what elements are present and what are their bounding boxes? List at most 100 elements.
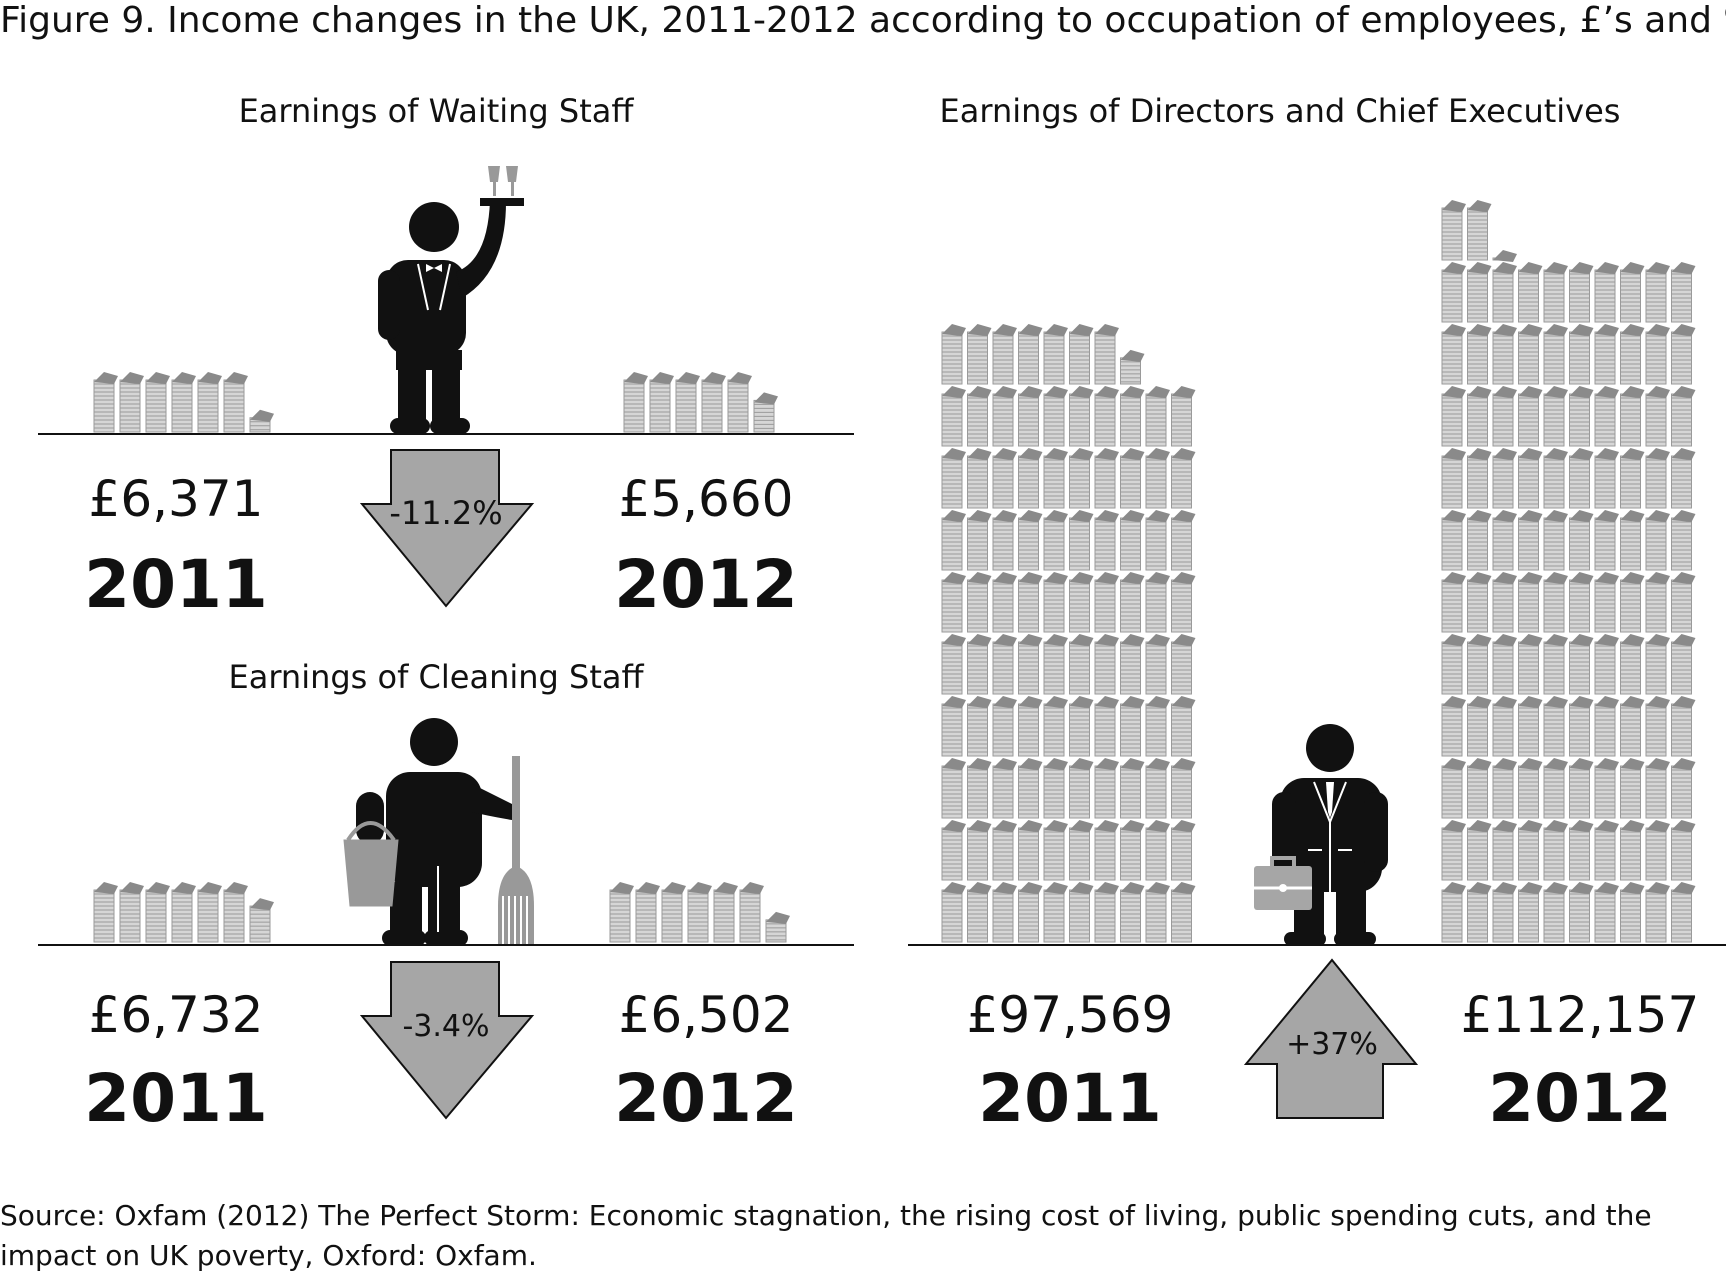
banknote-stack-icon	[1094, 324, 1119, 385]
banknote-stack-icon	[967, 758, 992, 819]
banknote-stack-icon	[1569, 386, 1594, 447]
banknote-stack-icon	[967, 820, 992, 881]
banknote-stack-icon	[197, 882, 222, 943]
banknote-stack-icon	[1467, 262, 1492, 323]
banknote-stack-icon	[1645, 510, 1670, 571]
banknote-stack-icon	[941, 634, 966, 695]
banknote-stack-icon	[1043, 696, 1068, 757]
banknote-stack-icon	[649, 372, 674, 433]
banknote-stack-icon	[1569, 448, 1594, 509]
banknote-stack-icon	[1094, 882, 1119, 943]
banknote-stack-icon	[1018, 324, 1043, 385]
banknote-stack-icon	[675, 372, 700, 433]
banknote-stack-icon	[1069, 386, 1094, 447]
banknote-stack-icon	[1569, 758, 1594, 819]
banknote-stack-icon	[1518, 882, 1543, 943]
banknote-stack-icon	[1492, 510, 1517, 571]
banknote-stack-icon	[1018, 634, 1043, 695]
banknote-stack-icon	[1069, 882, 1094, 943]
banknote-stack-icon	[1043, 634, 1068, 695]
banknote-stack-icon	[941, 324, 966, 385]
banknote-stack-icon	[1043, 510, 1068, 571]
banknote-stack-icon	[1645, 882, 1670, 943]
banknote-stack-icon	[119, 882, 144, 943]
banknote-stack-icon	[1518, 820, 1543, 881]
banknote-stack-icon	[967, 510, 992, 571]
banknote-stack-icon	[1145, 820, 1170, 881]
banknote-stack-icon	[635, 882, 660, 943]
banknote-stack-icon	[739, 882, 764, 943]
banknote-stack-icon	[992, 448, 1017, 509]
banknote-stack-icon	[1492, 572, 1517, 633]
banknote-stack-icon	[1467, 820, 1492, 881]
directors-2011-amount: £97,569	[966, 986, 1174, 1044]
banknote-stack-icon	[967, 882, 992, 943]
banknote-stack-icon	[1069, 758, 1094, 819]
banknote-stack-icon	[1594, 262, 1619, 323]
banknote-stack-icon	[1018, 882, 1043, 943]
banknote-stack-icon	[1120, 634, 1145, 695]
banknote-stack-icon	[1543, 696, 1568, 757]
banknote-stack-icon	[1671, 696, 1696, 757]
banknote-stack-icon	[1120, 386, 1145, 447]
banknote-stack-icon	[1145, 696, 1170, 757]
banknote-stack-icon	[1145, 634, 1170, 695]
banknote-stack-icon	[1620, 510, 1645, 571]
banknote-stack-icon	[1594, 572, 1619, 633]
banknote-stack-icon	[1018, 510, 1043, 571]
banknote-stack-icon	[1671, 758, 1696, 819]
banknote-stack-icon	[1543, 572, 1568, 633]
banknote-stack-icon	[1569, 262, 1594, 323]
banknote-stack-icon	[1671, 448, 1696, 509]
cleaning-2011-amount: £6,732	[88, 986, 264, 1044]
banknote-stack-icon	[1467, 882, 1492, 943]
directors-2011-year: 2011	[978, 1060, 1162, 1137]
banknote-stack-icon	[941, 386, 966, 447]
banknote-stack-icon	[1492, 324, 1517, 385]
banknote-stack-icon	[1518, 262, 1543, 323]
banknote-stack-icon	[1569, 324, 1594, 385]
banknote-stack-icon	[1594, 634, 1619, 695]
cleaner-icon	[343, 718, 534, 946]
banknote-stack-icon	[992, 510, 1017, 571]
banknote-stack-icon	[1145, 572, 1170, 633]
banknote-stack-icon	[1569, 510, 1594, 571]
banknote-stack-icon	[1594, 820, 1619, 881]
banknote-stack-icon	[119, 372, 144, 433]
directors-2012-year: 2012	[1488, 1060, 1672, 1137]
banknote-stack-icon	[249, 409, 274, 433]
banknote-stack-icon	[1441, 386, 1466, 447]
banknote-stack-icon	[967, 572, 992, 633]
banknote-stack-icon	[992, 820, 1017, 881]
banknote-stack-icon	[992, 572, 1017, 633]
banknote-stack-icon	[1094, 634, 1119, 695]
banknote-stack-icon	[1171, 448, 1196, 509]
waiting-change-arrow-icon: -11.2%	[360, 449, 535, 608]
banknote-stack-icon	[1620, 262, 1645, 323]
banknote-stack-icon	[1441, 448, 1466, 509]
banknote-stack-icon	[1645, 696, 1670, 757]
banknote-stack-icon	[1120, 758, 1145, 819]
banknote-stack-icon	[1645, 758, 1670, 819]
banknote-stack-icon	[1645, 324, 1670, 385]
banknote-stack-icon	[727, 372, 752, 433]
banknote-stack-icon	[1594, 696, 1619, 757]
cleaning-staff-title: Earnings of Cleaning Staff	[228, 658, 644, 696]
cleaning-change-label: -3.4%	[402, 1009, 489, 1044]
banknote-stack-icon	[1120, 510, 1145, 571]
waiter-icon	[378, 166, 524, 434]
banknote-stack-icon	[1620, 448, 1645, 509]
banknote-stack-icon	[1543, 386, 1568, 447]
banknote-stack-icon	[1043, 882, 1068, 943]
banknote-stack-icon	[1018, 696, 1043, 757]
banknote-stack-icon	[1094, 510, 1119, 571]
banknote-stack-icon	[992, 758, 1017, 819]
banknote-stack-icon	[1069, 448, 1094, 509]
banknote-stack-icon	[941, 882, 966, 943]
banknote-stack-icon	[967, 696, 992, 757]
banknote-stack-icon	[1441, 882, 1466, 943]
banknote-stack-icon	[1671, 882, 1696, 943]
banknote-stack-icon	[1467, 510, 1492, 571]
banknote-stack-icon	[1441, 696, 1466, 757]
waiting-change-label: -11.2%	[389, 494, 502, 532]
